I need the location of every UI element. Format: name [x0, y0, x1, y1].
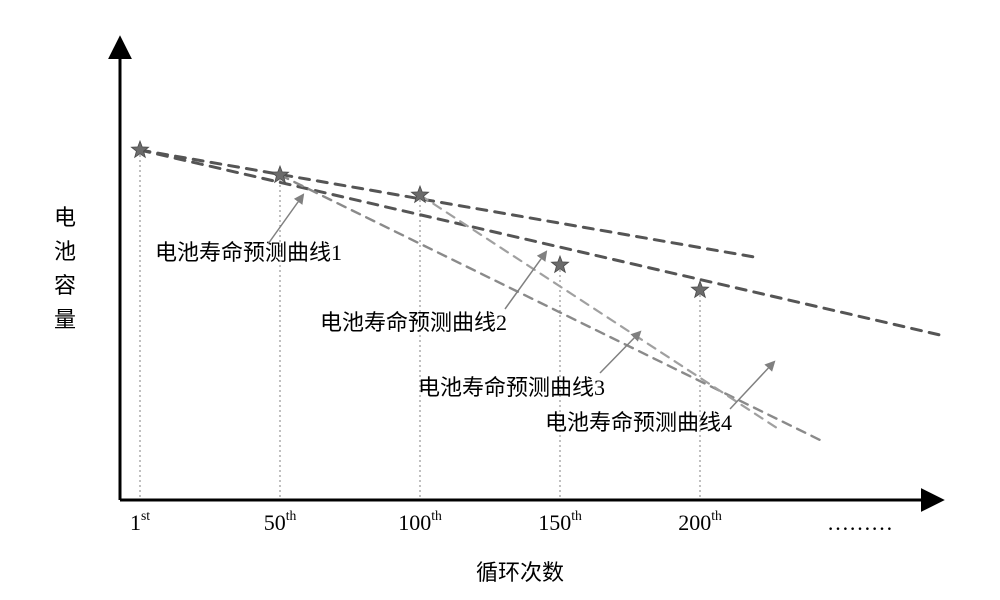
xtick-label: 1st: [130, 508, 150, 535]
data-point-star: [131, 141, 148, 157]
x-axis-label: 循环次数: [476, 560, 564, 585]
curve-label-2: 电池寿命预测曲线2: [320, 310, 507, 335]
chart-container: 循环次数 电池容量 1st 50th 100th 150th 200th ……… 电池寿命预测曲…: [0, 0, 1000, 600]
label-arrow: [505, 252, 546, 309]
curve-label-1: 电池寿命预测曲线1: [155, 240, 342, 265]
y-axis-label: 电: [54, 205, 76, 230]
curve-label-4: 电池寿命预测曲线4: [545, 410, 732, 435]
xtick-label: ………: [827, 510, 893, 535]
label-arrow: [600, 332, 640, 373]
xtick-label: 100th: [398, 508, 442, 535]
y-axis-label: 容: [54, 273, 76, 298]
chart-svg: 循环次数 电池容量 1st 50th 100th 150th 200th ……… 电池寿命预测曲…: [0, 0, 1000, 600]
data-point-star: [271, 166, 288, 182]
curve-label-3: 电池寿命预测曲线3: [418, 375, 605, 400]
y-axis-label: 量: [54, 307, 76, 332]
data-point-star: [691, 281, 708, 297]
xtick-label: 150th: [538, 508, 582, 535]
xtick-label: 200th: [678, 508, 722, 535]
y-axis-label: 池: [54, 239, 76, 264]
label-arrow: [268, 195, 303, 244]
label-arrow: [730, 362, 774, 409]
data-point-star: [551, 256, 568, 272]
xtick-label: 50th: [264, 508, 297, 535]
